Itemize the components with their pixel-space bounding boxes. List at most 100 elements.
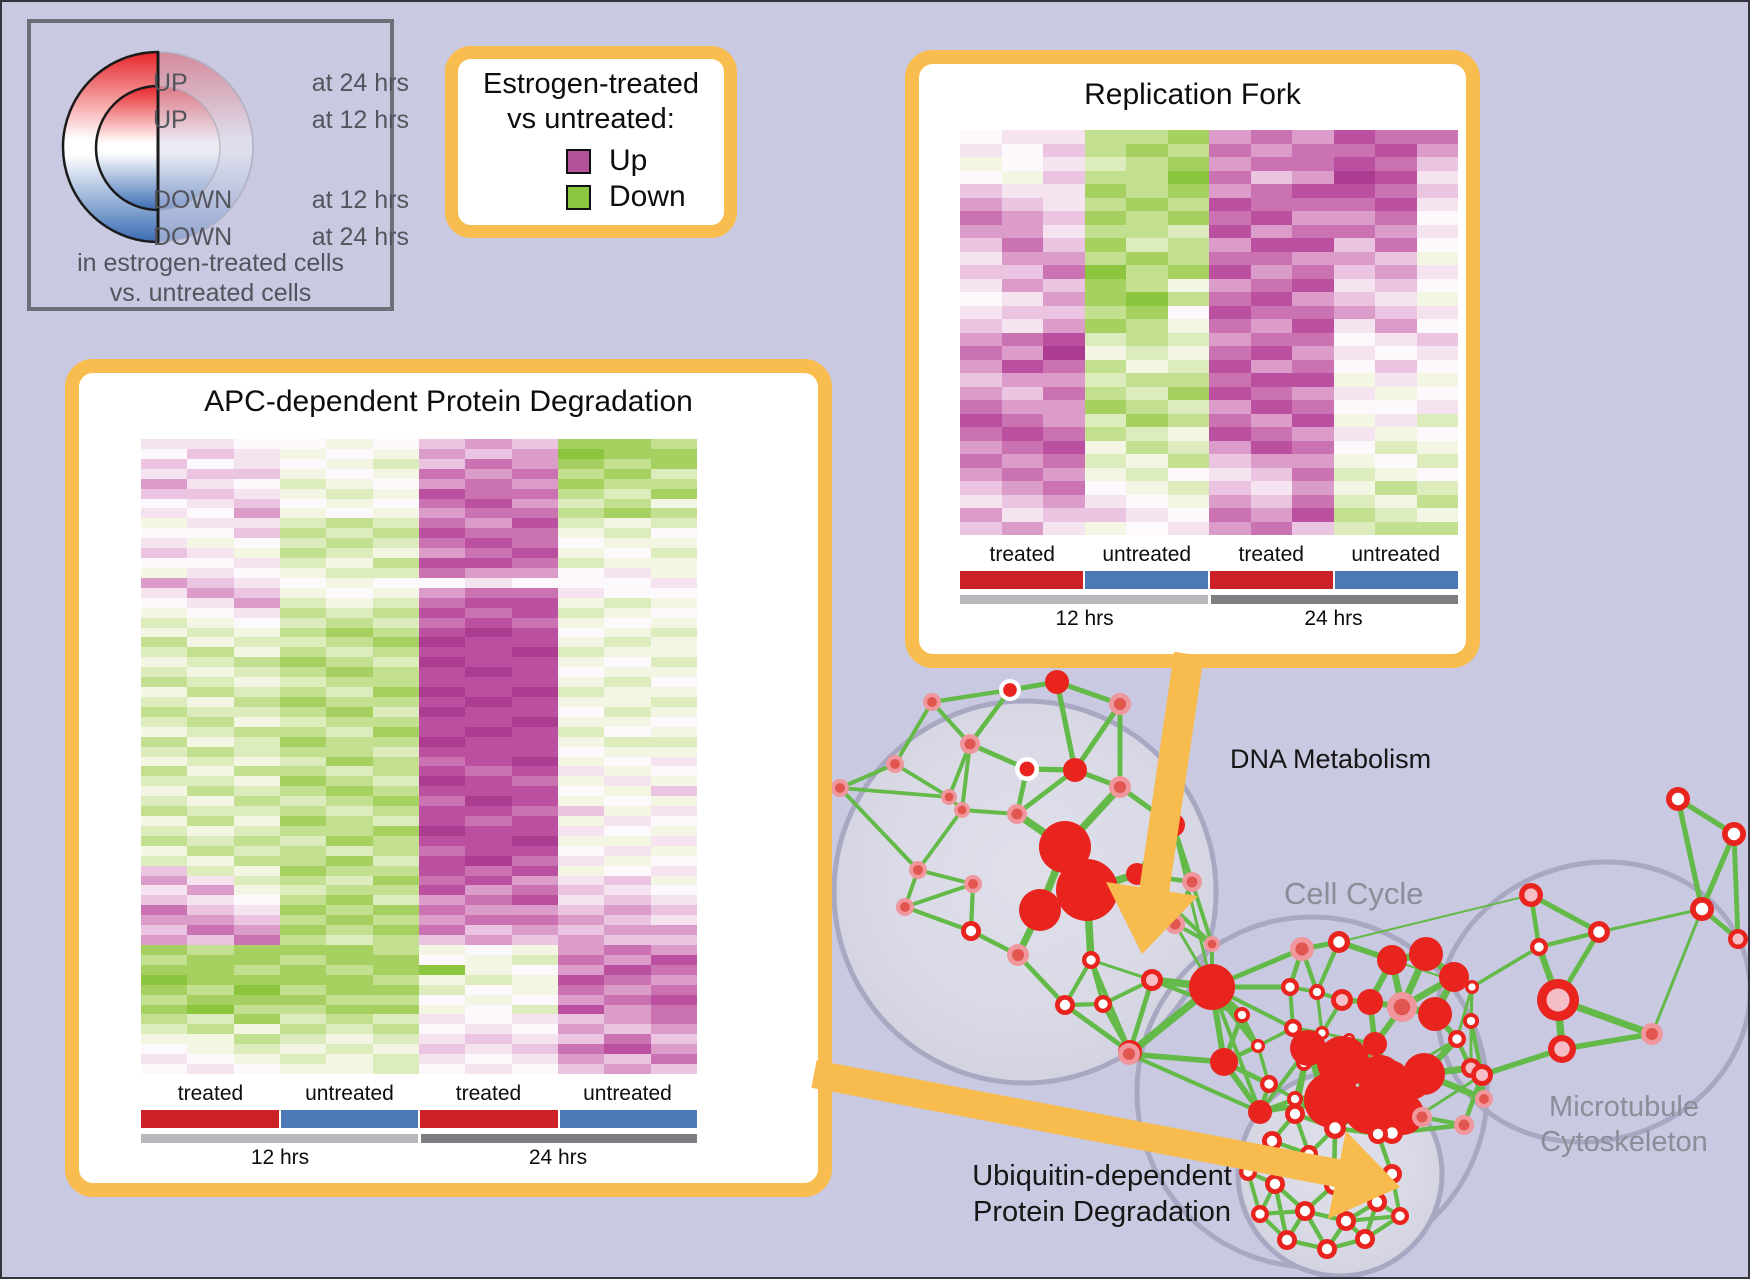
heatmap-cell bbox=[326, 895, 373, 906]
heatmap-cell bbox=[233, 1034, 280, 1045]
heatmap-cell bbox=[233, 548, 280, 559]
network-edge bbox=[1306, 1044, 1345, 1066]
ubiquitin-degradation-label: Ubiquitin-dependent Protein Degradation bbox=[937, 1158, 1267, 1230]
network-node bbox=[1382, 1164, 1402, 1184]
heatmap-cell bbox=[279, 468, 327, 479]
heatmap-cell bbox=[187, 627, 234, 638]
heatmap-cell bbox=[1333, 238, 1375, 252]
heatmap-cell bbox=[1375, 278, 1417, 292]
heatmap-cell bbox=[326, 816, 373, 826]
heatmap-cell bbox=[1333, 265, 1375, 279]
heatmap-cell bbox=[187, 1064, 234, 1074]
heatmap-cell bbox=[465, 746, 512, 757]
heatmap-cell bbox=[604, 558, 651, 568]
network-node bbox=[923, 693, 941, 711]
heatmap-cell bbox=[418, 448, 466, 459]
network-node bbox=[1309, 984, 1325, 1000]
network-edge bbox=[1401, 1003, 1436, 1018]
heatmap-cell bbox=[1292, 184, 1334, 198]
heatmap-cell bbox=[326, 766, 373, 777]
heatmap-cell bbox=[279, 776, 327, 787]
condition-labels: treated untreated treated untreated bbox=[960, 543, 1458, 567]
heatmap-cell bbox=[604, 667, 651, 678]
heatmap-cell bbox=[187, 468, 234, 479]
heatmap-cell bbox=[557, 468, 605, 479]
heatmap-cell bbox=[511, 627, 558, 638]
heatmap-cell bbox=[1250, 319, 1292, 333]
heatmap-cell bbox=[1375, 238, 1417, 252]
heatmap-cell bbox=[1292, 454, 1334, 468]
heatmap-cell bbox=[604, 538, 651, 549]
heatmap-cell bbox=[326, 925, 373, 936]
heatmap-cell bbox=[1084, 427, 1126, 441]
network-edge bbox=[1038, 886, 1089, 914]
heatmap-cell bbox=[279, 875, 327, 886]
condition-label: treated bbox=[177, 1082, 244, 1105]
heatmap-cell bbox=[279, 587, 327, 598]
heatmap-cell bbox=[465, 587, 512, 598]
heatmap-cell bbox=[1375, 454, 1417, 468]
heatmap-cell bbox=[418, 488, 466, 499]
heatmap-row bbox=[141, 835, 697, 846]
heatmap-cell bbox=[141, 677, 188, 688]
network-node bbox=[1296, 1055, 1312, 1071]
heatmap-cell bbox=[1292, 278, 1334, 292]
heatmap-cell bbox=[372, 1034, 419, 1045]
network-node bbox=[1045, 670, 1069, 694]
network-edge bbox=[1292, 1026, 1323, 1035]
heatmap-cell bbox=[141, 855, 188, 866]
heatmap-cell bbox=[279, 925, 327, 936]
heatmap-row bbox=[141, 796, 697, 807]
heatmap-cell bbox=[233, 895, 280, 906]
heatmap-cell bbox=[1084, 373, 1126, 387]
heatmap-cell bbox=[233, 478, 280, 489]
heatmap-cell bbox=[418, 796, 466, 807]
heatmap-cell bbox=[604, 1054, 651, 1065]
network-edge bbox=[1332, 1066, 1360, 1076]
heatmap-cell bbox=[418, 587, 466, 598]
heatmap-row bbox=[141, 935, 697, 946]
heatmap-cell bbox=[1084, 211, 1126, 225]
heatmap-cell bbox=[1209, 359, 1251, 373]
network-edge bbox=[1329, 1071, 1362, 1103]
network-edge bbox=[961, 808, 1018, 816]
network-edge bbox=[1128, 1051, 1225, 1065]
heatmap-cell bbox=[233, 964, 280, 975]
legend-word: UP bbox=[153, 69, 188, 97]
heatmap-cell bbox=[418, 498, 466, 509]
heatmap-cell bbox=[650, 627, 697, 638]
heatmap-cell bbox=[1126, 265, 1168, 279]
heatmap-cell bbox=[279, 518, 327, 529]
heatmap-cell bbox=[1084, 130, 1126, 144]
heatmap-cell bbox=[511, 905, 558, 916]
network-node bbox=[1728, 929, 1748, 949]
network-edge bbox=[1561, 1031, 1653, 1052]
heatmap-cell bbox=[187, 806, 234, 817]
heatmap-cell bbox=[1084, 184, 1126, 198]
network-edge bbox=[1151, 976, 1213, 991]
heatmap-cell bbox=[465, 518, 512, 529]
legend-footer-line1: in estrogen-treated cells bbox=[77, 249, 344, 277]
heatmap-cell bbox=[279, 607, 327, 618]
heatmap-cell bbox=[187, 1044, 234, 1055]
heatmap-cell bbox=[279, 974, 327, 985]
heatmap-cell bbox=[1292, 143, 1334, 157]
heatmap-cell bbox=[233, 786, 280, 797]
heatmap-cell bbox=[326, 538, 373, 549]
heatmap-cell bbox=[372, 468, 419, 479]
legend-word: DOWN bbox=[153, 186, 233, 214]
network-node-core bbox=[1458, 1119, 1470, 1131]
heatmap-cell bbox=[650, 607, 697, 618]
heatmap-cell bbox=[187, 518, 234, 529]
network-edge bbox=[1304, 1208, 1347, 1224]
down-color-swatch bbox=[566, 184, 591, 210]
heatmap-cell bbox=[279, 746, 327, 757]
network-node-core bbox=[1321, 1243, 1333, 1255]
heatmap-cell bbox=[326, 1004, 373, 1015]
heatmap-cell bbox=[141, 1034, 188, 1045]
heatmap-cell bbox=[187, 706, 234, 717]
network-edge bbox=[1118, 784, 1175, 828]
heatmap-row bbox=[141, 825, 697, 836]
network-edge bbox=[1389, 1037, 1458, 1081]
condition-bar bbox=[1210, 571, 1333, 589]
